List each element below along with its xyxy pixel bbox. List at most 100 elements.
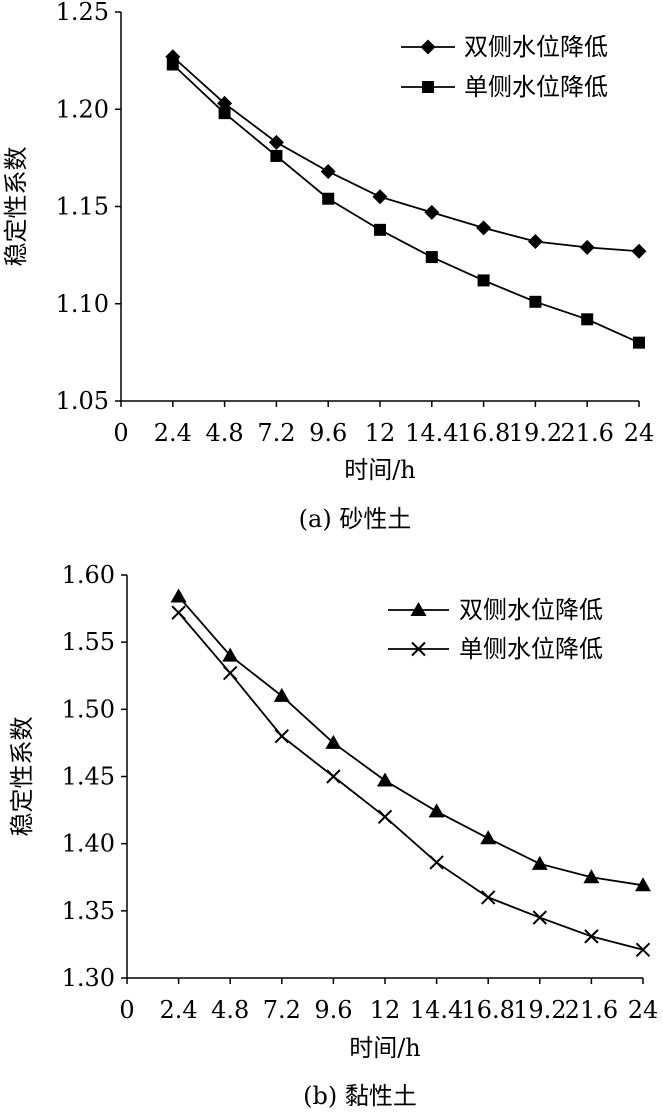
chart-caption: (a) 砂性土	[299, 505, 412, 533]
data-point	[170, 588, 187, 603]
data-point	[424, 204, 440, 220]
chart-1: 1.051.101.151.201.250 2.4 4.8 7.2 9.6 12 14.41…	[2, 0, 654, 533]
data-point	[166, 58, 179, 71]
data-point	[480, 830, 497, 845]
legend-marker	[411, 641, 426, 657]
series-line	[177, 612, 644, 951]
data-point	[274, 728, 290, 744]
data-point	[171, 605, 186, 620]
data-point	[631, 243, 647, 259]
y-tick-label: 1.45	[62, 763, 115, 791]
y-tick-label: 1.05	[56, 387, 109, 415]
data-point	[270, 149, 283, 162]
x-tick-label: 0	[119, 996, 134, 1024]
data-point	[268, 134, 284, 150]
y-tick-label: 1.60	[62, 561, 115, 589]
x-tick-label: 12	[365, 419, 396, 447]
x-tick-label: 0	[113, 419, 128, 447]
x-tick-label: 14.4	[410, 996, 463, 1024]
x-tick-label: 9.6	[314, 996, 352, 1024]
x-axis-label: 时间/h	[349, 1034, 421, 1062]
y-tick-label: 1.10	[56, 290, 109, 318]
series-2	[171, 605, 651, 957]
x-axis-label: 时间/h	[344, 456, 416, 484]
data-point	[374, 223, 386, 236]
data-point	[325, 734, 342, 749]
series-1	[170, 588, 651, 892]
legend-marker	[422, 81, 434, 93]
data-point	[532, 910, 548, 925]
chart-caption: (b) 黏性土	[303, 1082, 417, 1110]
data-point	[480, 890, 496, 905]
y-axis-label: 稳定性系数	[8, 717, 36, 837]
x-tick-label: 19.2	[513, 996, 566, 1024]
y-tick-label: 1.15	[56, 193, 109, 221]
x-tick-label: 19.2	[509, 419, 562, 447]
data-point	[377, 809, 393, 825]
y-tick-label: 1.55	[62, 628, 115, 656]
legend-entry: 双侧水位降低	[388, 596, 603, 624]
x-tick-label: 4.8	[206, 419, 244, 447]
x-tick-label: 21.6	[560, 419, 613, 447]
x-tick-label: 9.6	[309, 419, 347, 447]
data-point	[531, 855, 548, 870]
y-tick-label: 1.40	[62, 830, 115, 858]
data-point	[320, 163, 336, 179]
data-point	[633, 336, 645, 349]
data-point	[273, 687, 290, 702]
legend-entry: 单侧水位降低	[401, 73, 608, 101]
y-tick-label: 1.35	[62, 897, 115, 925]
chart-2: 1.30 1.35 1.40 1.45 1.50 1.55 1.60 0 2.4 4.8 7.2 9.…	[8, 561, 658, 1110]
y-tick-label: 1.20	[56, 95, 109, 123]
data-point	[222, 647, 239, 662]
x-tick-label: 24	[628, 996, 659, 1024]
data-point	[527, 234, 543, 250]
legend-marker	[410, 602, 427, 616]
legend-marker	[420, 39, 436, 55]
data-point	[326, 769, 341, 784]
legend-entry: 单侧水位降低	[388, 635, 603, 663]
data-point	[322, 192, 335, 205]
data-point	[425, 251, 438, 264]
x-tick-label: 16.8	[457, 419, 510, 447]
x-tick-label: 14.4	[405, 419, 458, 447]
data-point	[372, 189, 388, 205]
data-point	[222, 665, 238, 681]
x-tick-label: 7.2	[257, 419, 295, 447]
legend-label: 单侧水位降低	[464, 73, 608, 101]
y-tick-label: 1.25	[56, 0, 109, 26]
legend-label: 双侧水位降低	[459, 596, 603, 624]
series-line	[177, 595, 644, 887]
x-tick-label: 4.8	[211, 996, 249, 1024]
data-point	[579, 239, 595, 255]
x-tick-label: 7.2	[263, 996, 301, 1024]
data-point	[583, 869, 600, 884]
data-point	[635, 942, 651, 957]
legend-label: 单侧水位降低	[459, 635, 603, 663]
data-point	[529, 295, 542, 308]
data-point	[581, 313, 594, 326]
data-point	[377, 772, 393, 787]
x-tick-label: 2.4	[160, 996, 198, 1024]
data-point	[477, 274, 490, 287]
y-tick-label: 1.30	[62, 964, 115, 992]
data-point	[218, 107, 231, 120]
x-tick-label: 24	[624, 419, 655, 447]
data-point	[584, 929, 599, 944]
data-point	[635, 877, 651, 892]
data-point	[429, 855, 444, 870]
data-point	[428, 803, 445, 818]
x-tick-label: 16.8	[461, 996, 514, 1024]
y-tick-label: 1.50	[62, 695, 115, 723]
series-2	[166, 58, 645, 349]
series-line	[172, 63, 640, 344]
y-axis-label: 稳定性系数	[2, 147, 30, 267]
data-point	[476, 220, 492, 236]
x-tick-label: 2.4	[154, 419, 192, 447]
x-tick-label: 21.6	[565, 996, 618, 1024]
series-line	[172, 56, 640, 253]
x-tick-label: 12	[370, 996, 401, 1024]
legend-label: 双侧水位降低	[464, 33, 608, 61]
